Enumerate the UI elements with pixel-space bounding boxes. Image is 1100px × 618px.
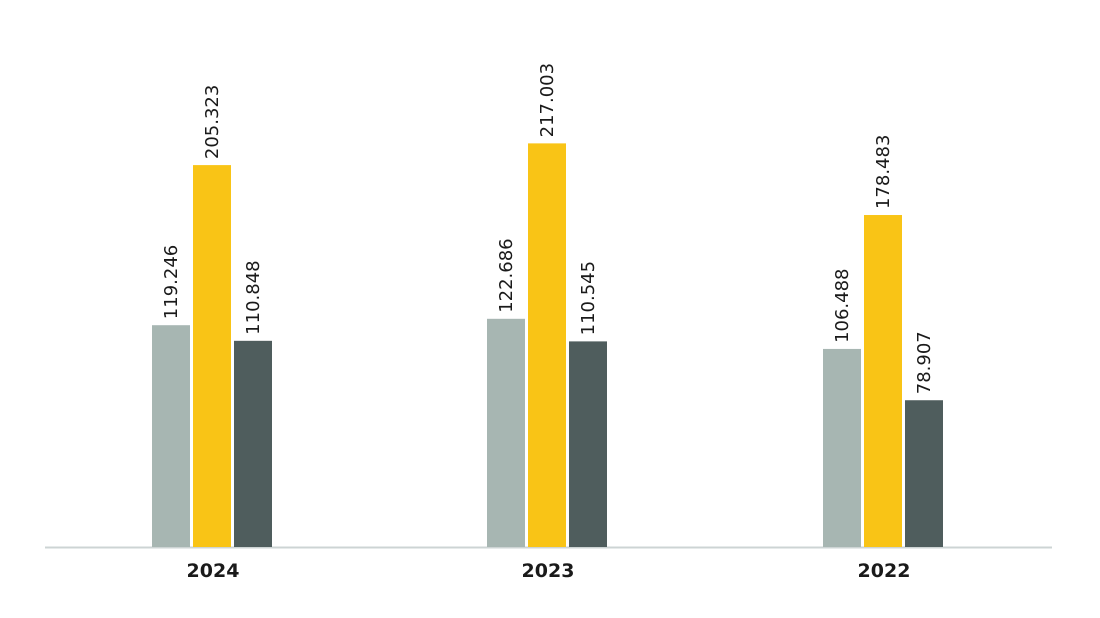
bar xyxy=(193,165,231,547)
value-label: 106.488 xyxy=(832,268,853,342)
bar xyxy=(487,318,525,547)
bar xyxy=(234,340,272,547)
value-label: 110.545 xyxy=(578,261,599,335)
value-label: 119.246 xyxy=(161,245,182,319)
x-tick-label: 2023 xyxy=(522,560,575,582)
value-label: 122.686 xyxy=(496,238,517,312)
bar xyxy=(823,348,861,547)
bar xyxy=(152,325,190,547)
x-tick-label: 2022 xyxy=(858,560,911,582)
bar xyxy=(864,215,902,548)
value-label: 110.848 xyxy=(243,260,264,334)
value-label: 217.003 xyxy=(537,63,558,137)
value-label: 205.323 xyxy=(202,85,223,159)
bar xyxy=(528,143,566,547)
value-label: 78.907 xyxy=(914,331,935,394)
x-tick-label: 2024 xyxy=(187,560,240,582)
value-label: 178.483 xyxy=(873,135,894,209)
bar xyxy=(569,341,607,547)
bar xyxy=(905,400,943,547)
